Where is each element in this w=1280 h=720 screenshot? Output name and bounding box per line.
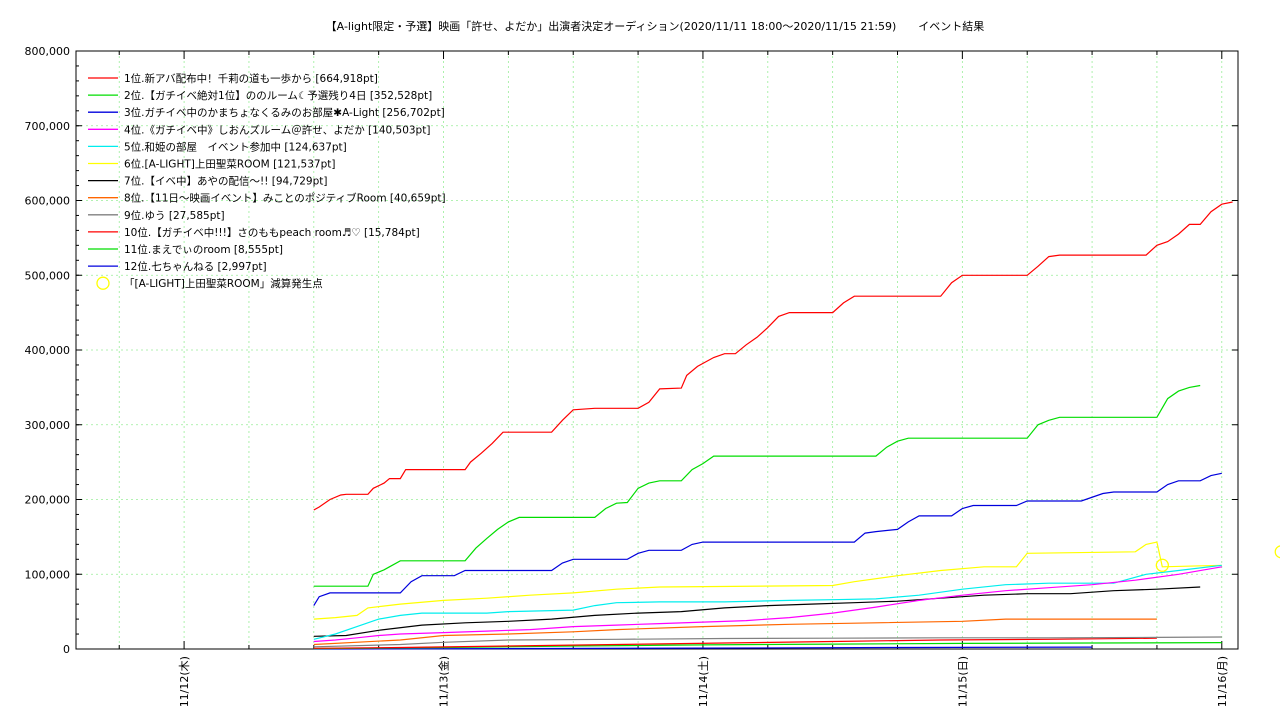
legend-entry: 7位.【イベ中】あやの配信〜!! [94,729pt] [124,175,328,188]
y-tick-label: 300,000 [25,419,71,432]
y-tick-label: 100,000 [25,568,71,581]
deduction-marker [1274,545,1280,559]
y-tick-label: 500,000 [25,269,71,282]
legend-entry: 5位.和姫の部屋 イベント参加中 [124,637pt] [124,140,347,153]
x-tick-label: 11/16(月) [1216,656,1229,707]
legend-entry: 2位.【ガチイベ絶対1位】ののルーム☾予選残り4日 [352,528pt] [124,89,432,102]
series-line [313,384,1201,587]
series-line [313,637,1157,649]
series-lines [313,201,1233,650]
legend-entry: 9位.ゆう [27,585pt] [124,209,225,222]
legend-entry: 4位.《ガチイベ中》しおんズルーム＠許せ、よだか [140,503pt] [124,123,430,136]
series-line [313,636,1222,648]
y-tick-label: 400,000 [25,344,71,357]
legend-entry: 11位.まえでぃのroom [8,555pt] [124,243,283,256]
axes: 0 100,000 200,000 300,000 400,000 500,000 600,… [25,45,1238,707]
chart-title: 【A-light限定・予選】映画「許せ、よだか」出演者決定オーディション(202… [326,19,985,33]
deduction-markers [1155,545,1280,572]
legend: 1位.新アバ配布中！千莉の道も一歩から [664,918pt] 2位.【ガチイベ絶… [88,72,446,290]
y-tick-label: 800,000 [25,45,71,58]
series-line [313,564,1222,640]
series-line [313,201,1233,511]
series-line [313,618,1157,646]
x-tick-label: 11/13(金) [437,656,451,707]
series-line [313,472,1222,606]
y-tick-label: 700,000 [25,120,71,133]
legend-marker-swatch [96,276,110,290]
gridlines [76,51,1238,649]
x-tick-label: 11/15(日) [956,656,969,707]
legend-entry: 8位.【11日〜映画イベント】みことのポジティブRoom [40,659pt] [124,192,446,205]
legend-entry: 1位.新アバ配布中！千莉の道も一歩から [664,918pt] [124,72,378,85]
x-tick-label: 11/12(木) [178,656,191,707]
legend-entry: 3位.ガチイベ中のかまちょなくるみのお部屋✱A-Light [256,702pt… [124,106,445,119]
series-line [313,646,1093,650]
y-tick-label: 0 [63,643,70,656]
legend-entry: 12位.七ちゃんねる [2,997pt] [124,260,267,273]
series-line [313,541,1222,620]
legend-entry: 6位.[A-LIGHT]上田聖菜ROOM [121,537pt] [124,158,335,171]
legend-entry-marker: 「[A-LIGHT]上田聖菜ROOM」減算発生点 [124,277,323,290]
y-tick-label: 200,000 [25,494,71,507]
deduction-marker [1155,558,1169,572]
series-line [313,586,1201,637]
legend-entry: 10位.【ガチイベ中!!!】さのももpeach room♬♡ [15,784pt… [124,226,420,239]
series-line [313,566,1222,643]
y-tick-label: 600,000 [25,195,71,208]
x-tick-label: 11/14(土) [697,656,710,707]
series-line [313,641,1222,650]
